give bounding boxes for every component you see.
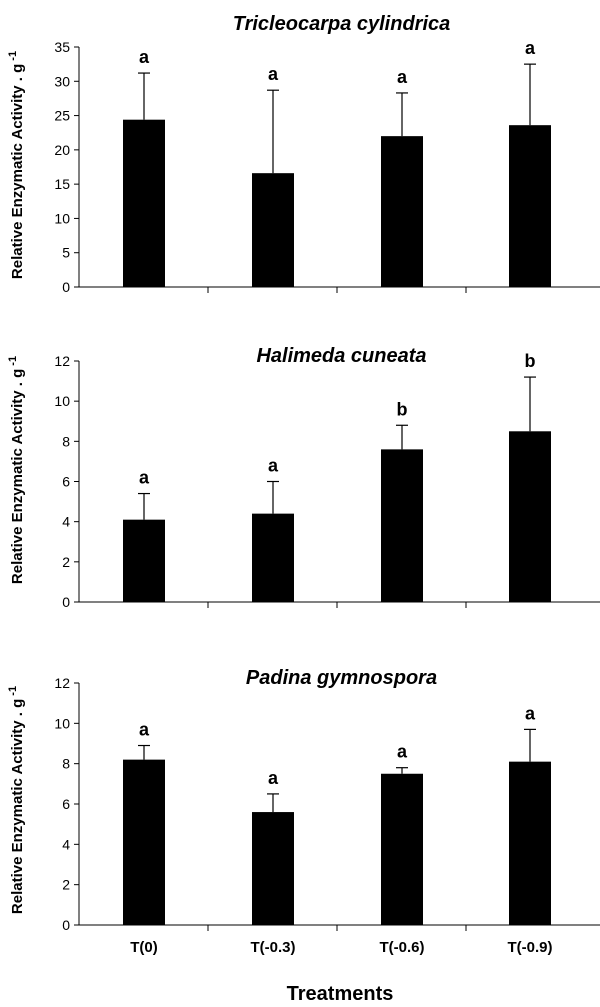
y-tick-label: 8 [62,433,70,449]
significance-label: a [268,768,279,788]
bar [509,431,551,602]
x-axis-label: Treatments [287,983,394,1005]
y-axis-label: Relative Enzymatic Activity . g -1 [7,51,26,279]
chart-panel-3: Padina gymnospora Relative Enzymatic Acti… [7,667,600,933]
x-tick-label: T(-0.3) [251,939,296,956]
bar [509,761,551,925]
significance-label: a [139,468,150,488]
y-axis-label-text: Relative Enzymatic Activity . g [9,64,26,279]
y-tick-label: 8 [62,756,70,772]
y-tick-label: 25 [54,108,70,124]
y-tick-label: 30 [54,73,70,89]
y-tick-label: 4 [62,836,70,852]
chart-title: Tricleocarpa cylindrica [233,13,451,35]
y-tick-label: 0 [62,594,70,610]
x-tick-label: T(-0.9) [508,939,553,956]
y-tick-label: 4 [62,514,70,530]
significance-label: a [525,703,536,723]
y-axis-label-superscript: -1 [7,51,19,61]
x-tick-label: T(-0.6) [380,939,425,956]
significance-label: a [268,64,279,84]
significance-label: a [139,47,150,67]
bar [252,812,294,925]
chart-panel-2: Halimeda cuneata Relative Enzymatic Activ… [7,345,600,610]
bar [252,513,294,602]
y-axis-label-text: Relative Enzymatic Activity . g [9,369,26,584]
y-tick-label: 2 [62,877,70,893]
y-tick-label: 2 [62,554,70,570]
bar [381,136,423,287]
significance-label: a [397,742,408,762]
y-tick-label: 12 [54,353,70,369]
y-axis-label-superscript: -1 [7,686,19,696]
bar [123,759,165,925]
chart-panel-1: Tricleocarpa cylindrica Relative Enzymati… [7,13,600,295]
significance-label: a [525,38,536,58]
bar [509,125,551,288]
x-tick-label: T(0) [130,939,158,956]
y-axis-label-text: Relative Enzymatic Activity . g [9,699,26,914]
y-tick-label: 15 [54,176,70,192]
significance-label: a [397,67,408,87]
y-tick-label: 0 [62,917,70,933]
chart-title: Padina gymnospora [246,667,437,689]
y-tick-label: 20 [54,142,70,158]
x-tick-labels: T(0) T(-0.3) T(-0.6) T(-0.9) [130,939,552,956]
y-axis-label: Relative Enzymatic Activity . g -1 [7,356,26,584]
y-tick-label: 10 [54,715,70,731]
y-axis-label: Relative Enzymatic Activity . g -1 [7,686,26,914]
significance-label: b [525,351,536,371]
chart-panels: Tricleocarpa cylindrica Relative Enzymati… [7,13,600,933]
y-tick-label: 6 [62,796,70,812]
y-tick-label: 5 [62,245,70,261]
y-tick-label: 12 [54,675,70,691]
y-tick-label: 35 [54,39,70,55]
significance-label: b [397,399,408,419]
bar [381,449,423,602]
chart-title: Halimeda cuneata [256,345,426,367]
y-tick-label: 10 [54,393,70,409]
y-tick-label: 6 [62,474,70,490]
bar [123,519,165,602]
y-tick-label: 10 [54,210,70,226]
bar [123,119,165,287]
bar [381,773,423,925]
y-tick-label: 0 [62,279,70,295]
bar [252,173,294,287]
significance-label: a [139,720,150,740]
y-axis-label-superscript: -1 [7,356,19,366]
significance-label: a [268,456,279,476]
